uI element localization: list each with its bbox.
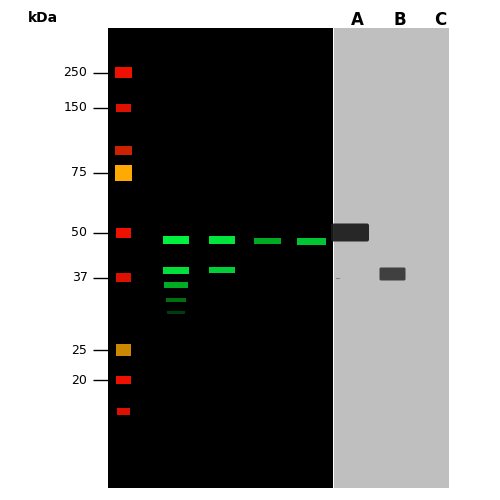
FancyBboxPatch shape: [380, 268, 406, 280]
Bar: [163, 236, 189, 244]
Bar: [167, 310, 184, 314]
Bar: [208, 236, 234, 244]
Text: C: C: [434, 11, 446, 29]
Text: 150: 150: [64, 101, 88, 114]
Text: 37: 37: [72, 271, 88, 284]
Bar: [116, 273, 130, 282]
Bar: [117, 408, 130, 414]
Bar: [163, 266, 189, 274]
Text: 1: 1: [129, 11, 141, 29]
Bar: [116, 146, 132, 154]
Text: 3: 3: [216, 11, 228, 29]
Text: 250: 250: [64, 66, 88, 79]
Bar: [296, 238, 326, 245]
Bar: [115, 68, 132, 78]
Text: 50: 50: [72, 226, 88, 239]
Bar: [116, 228, 131, 237]
Text: 4: 4: [262, 11, 274, 29]
Bar: [115, 164, 132, 180]
Text: kDa: kDa: [28, 10, 58, 24]
Bar: [166, 298, 186, 302]
Bar: [116, 376, 130, 384]
Bar: [164, 282, 188, 288]
Text: 20: 20: [72, 374, 88, 386]
Text: 75: 75: [72, 166, 88, 179]
Text: 5: 5: [304, 11, 316, 29]
FancyBboxPatch shape: [331, 224, 369, 242]
Bar: [334, 28, 449, 487]
Text: 25: 25: [72, 344, 88, 356]
Bar: [254, 238, 281, 244]
Bar: [116, 104, 131, 112]
Bar: [116, 344, 131, 356]
Text: A: A: [351, 11, 364, 29]
Text: B: B: [394, 11, 406, 29]
Text: 2: 2: [172, 11, 183, 29]
Bar: [208, 267, 234, 273]
Bar: [108, 28, 332, 487]
